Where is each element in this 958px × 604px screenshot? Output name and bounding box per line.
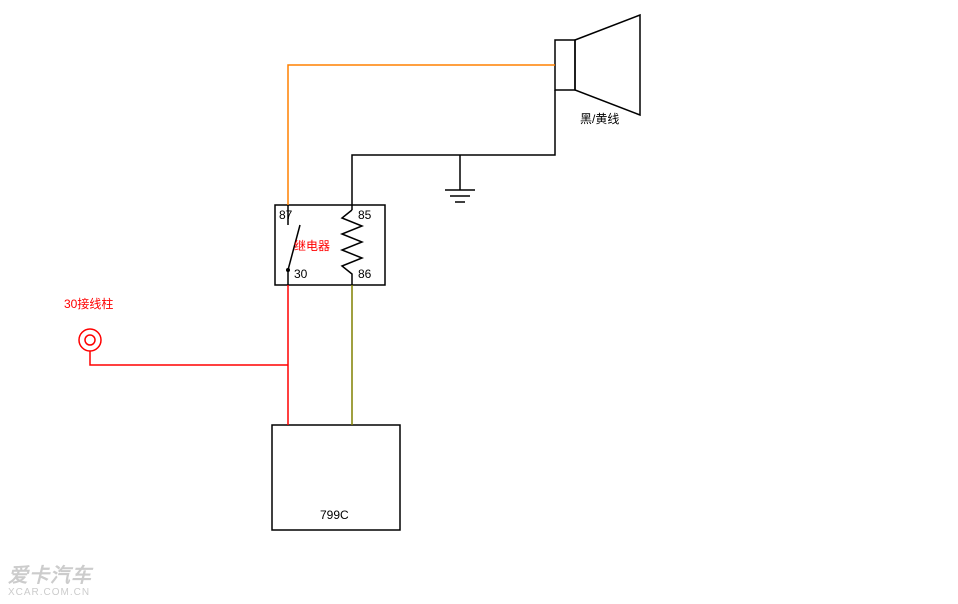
watermark: 爱卡汽车 XCAR.COM.CN bbox=[8, 565, 92, 598]
circuit-diagram bbox=[0, 0, 958, 604]
pin-30-label: 30 bbox=[294, 267, 307, 281]
pin-85-label: 85 bbox=[358, 208, 371, 222]
terminal-30-label: 30接线柱 bbox=[64, 295, 113, 312]
watermark-line1: 爱卡汽车 bbox=[8, 565, 92, 587]
pin-86-label: 86 bbox=[358, 267, 371, 281]
watermark-line2: XCAR.COM.CN bbox=[8, 587, 92, 598]
box-799c-label: 799C bbox=[320, 508, 349, 522]
relay-label: 继电器 bbox=[294, 237, 330, 254]
pin-87-label: 87 bbox=[279, 208, 292, 222]
wire-label-black-yellow: 黑/黄线 bbox=[580, 110, 619, 127]
